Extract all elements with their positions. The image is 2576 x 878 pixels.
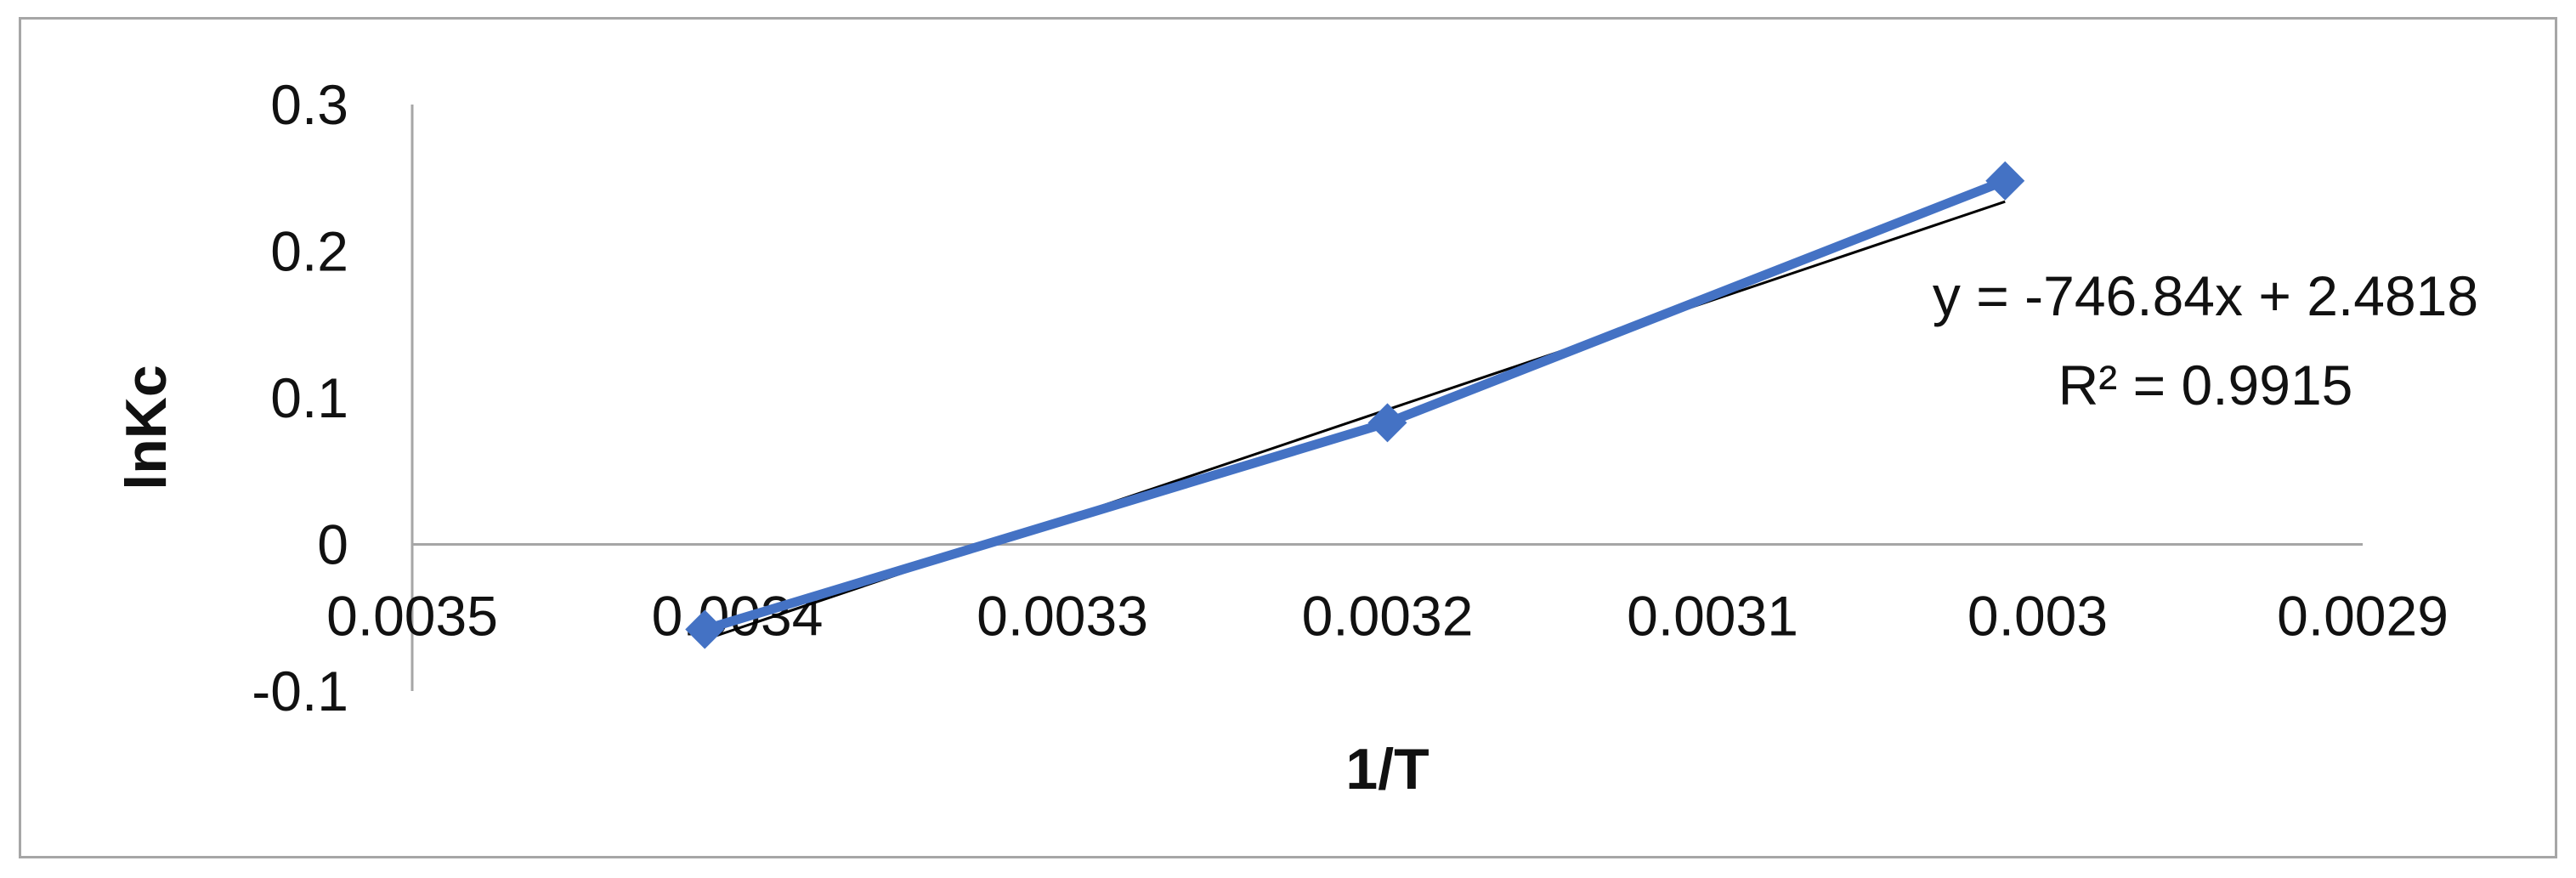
y-tick-label: 0 [317,513,348,576]
x-tick-label: 0.0035 [326,585,498,648]
trendline-r-squared: R² = 0.9915 [2058,354,2353,416]
x-tick-label: 0.0031 [1627,585,1798,648]
chart-frame: 0.3 0.2 0.1 0 -0.1 0.0035 0.0034 0.0033 0.0032 0… [19,17,2557,858]
y-tick-labels: 0.3 0.2 0.1 0 -0.1 [252,73,348,722]
trendline-equation: y = -746.84x + 2.4818 [1933,264,2478,327]
x-tick-label: 0.0032 [1302,585,1474,648]
x-tick-label: 0.003 [1967,585,2108,648]
data-point-marker [685,609,725,649]
y-tick-label: 0.3 [270,73,348,136]
x-tick-label: 0.0033 [977,585,1148,648]
series-group [685,161,2025,649]
y-axis-title: lnKc [114,365,178,490]
axes [410,105,2363,691]
y-tick-label: 0.2 [270,220,348,283]
y-tick-label: -0.1 [252,660,348,722]
data-point-marker [1985,161,2025,201]
x-axis-title: 1/T [1345,737,1429,802]
y-tick-label: 0.1 [270,366,348,429]
series-line [703,176,2007,634]
x-tick-label: 0.0029 [2277,585,2449,648]
x-tick-labels: 0.0035 0.0034 0.0033 0.0032 0.0031 0.003 0.002… [326,585,2449,648]
lnkc-vs-inverse-t-chart: 0.30.20.10-0.1 0.0035 0.0034 0.0033 0.0032 0… [114,73,2478,802]
data-point-marker [1367,403,1407,443]
